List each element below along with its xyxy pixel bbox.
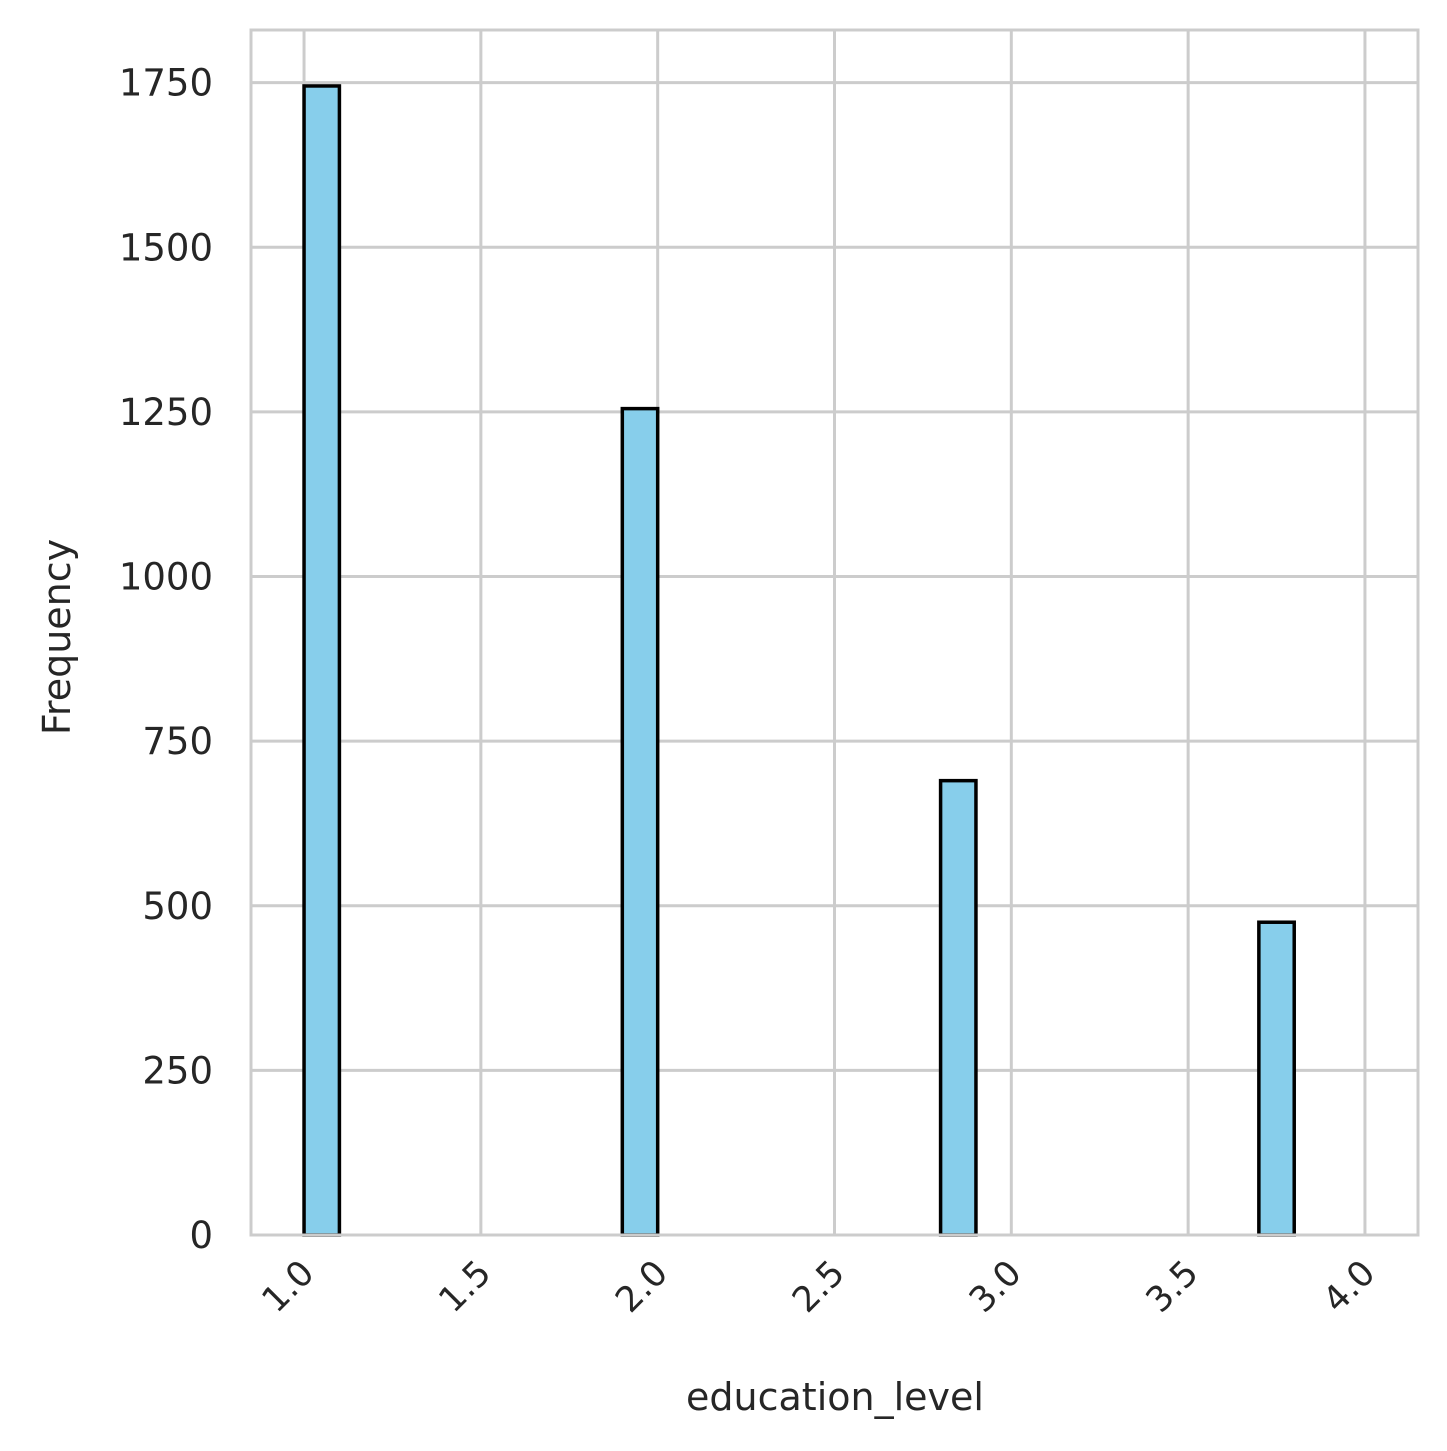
histogram-bar: [1257, 920, 1296, 1237]
x-tick-label: 3.5: [1139, 1253, 1207, 1321]
x-tick-label: 1.5: [432, 1253, 500, 1321]
x-axis-label: education_level: [686, 1375, 984, 1419]
y-tick-label: 500: [142, 885, 213, 928]
y-tick-label: 1500: [119, 226, 213, 269]
bars: [302, 84, 1296, 1237]
plot-frame: [249, 28, 1420, 1237]
x-tick-label: 2.0: [608, 1253, 676, 1321]
y-tick-label: 250: [142, 1049, 213, 1092]
x-tick-label: 2.5: [785, 1253, 853, 1321]
y-tick-label: 0: [189, 1214, 213, 1257]
y-tick-label: 1000: [119, 556, 213, 599]
y-tick-label: 750: [142, 720, 213, 763]
x-tick-label: 1.0: [255, 1253, 323, 1321]
y-tick-labels: 0 250 500 750 1000 1250 1500 1750: [119, 62, 213, 1257]
grid-lines: [251, 30, 1418, 1237]
y-tick-label: 1250: [119, 391, 213, 434]
y-tick-label: 1750: [119, 62, 213, 105]
x-tick-label: 3.0: [962, 1253, 1030, 1321]
x-tick-labels: 1.0 1.5 2.0 2.5 3.0 3.5 4.0: [255, 1253, 1384, 1321]
y-axis-label: Frequency: [35, 539, 79, 735]
x-tick-label: 4.0: [1316, 1253, 1384, 1321]
histogram-bar: [938, 778, 978, 1237]
histogram-bar: [302, 84, 342, 1237]
histogram-bar: [620, 406, 660, 1237]
